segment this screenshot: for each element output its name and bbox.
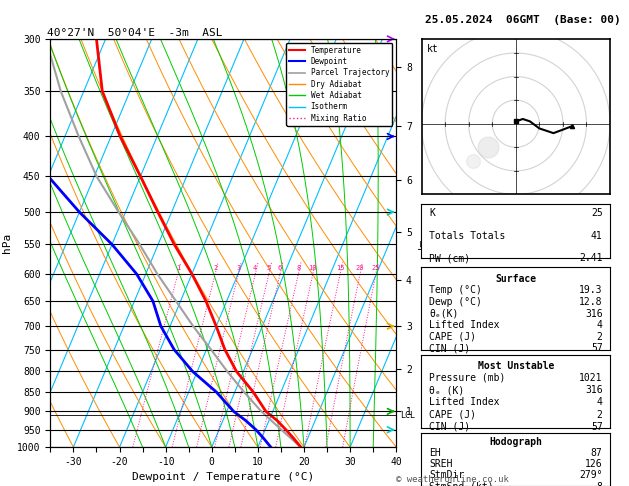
Text: 2: 2 bbox=[597, 332, 603, 342]
Text: 20: 20 bbox=[356, 265, 364, 271]
Text: 316: 316 bbox=[585, 309, 603, 319]
Text: Most Unstable: Most Unstable bbox=[477, 361, 554, 371]
Text: 279°: 279° bbox=[579, 470, 603, 481]
Text: Temp (°C): Temp (°C) bbox=[429, 285, 482, 295]
Text: Dewp (°C): Dewp (°C) bbox=[429, 297, 482, 307]
Text: Lifted Index: Lifted Index bbox=[429, 398, 499, 407]
Text: 57: 57 bbox=[591, 343, 603, 353]
Y-axis label: km
ASL: km ASL bbox=[418, 234, 439, 252]
Text: CAPE (J): CAPE (J) bbox=[429, 332, 476, 342]
Text: 57: 57 bbox=[591, 422, 603, 432]
Text: LCL: LCL bbox=[400, 411, 415, 419]
Text: PW (cm): PW (cm) bbox=[429, 253, 470, 263]
Text: θₑ(K): θₑ(K) bbox=[429, 309, 459, 319]
Text: 87: 87 bbox=[591, 448, 603, 458]
Y-axis label: hPa: hPa bbox=[1, 233, 11, 253]
Text: 15: 15 bbox=[336, 265, 344, 271]
Text: CAPE (J): CAPE (J) bbox=[429, 410, 476, 419]
Text: 2: 2 bbox=[213, 265, 217, 271]
Text: 40°27'N  50°04'E  -3m  ASL: 40°27'N 50°04'E -3m ASL bbox=[47, 28, 223, 38]
Text: EH: EH bbox=[429, 448, 441, 458]
Text: CIN (J): CIN (J) bbox=[429, 422, 470, 432]
Text: 10: 10 bbox=[309, 265, 317, 271]
Text: 19.3: 19.3 bbox=[579, 285, 603, 295]
X-axis label: Dewpoint / Temperature (°C): Dewpoint / Temperature (°C) bbox=[132, 472, 314, 483]
Text: 8: 8 bbox=[296, 265, 301, 271]
Text: 4: 4 bbox=[597, 398, 603, 407]
Text: 4: 4 bbox=[597, 320, 603, 330]
Text: θₑ (K): θₑ (K) bbox=[429, 385, 464, 395]
Text: 8: 8 bbox=[597, 482, 603, 486]
Text: 126: 126 bbox=[585, 459, 603, 469]
Text: Lifted Index: Lifted Index bbox=[429, 320, 499, 330]
Legend: Temperature, Dewpoint, Parcel Trajectory, Dry Adiabat, Wet Adiabat, Isotherm, Mi: Temperature, Dewpoint, Parcel Trajectory… bbox=[286, 43, 392, 125]
Text: K: K bbox=[429, 208, 435, 218]
Text: 4: 4 bbox=[253, 265, 257, 271]
Text: 3: 3 bbox=[236, 265, 240, 271]
Text: 1: 1 bbox=[175, 265, 180, 271]
Text: 6: 6 bbox=[278, 265, 282, 271]
Text: Surface: Surface bbox=[495, 274, 537, 284]
Text: 25.05.2024  06GMT  (Base: 00): 25.05.2024 06GMT (Base: 00) bbox=[425, 15, 620, 25]
Text: 12.8: 12.8 bbox=[579, 297, 603, 307]
Text: 5: 5 bbox=[267, 265, 271, 271]
Text: Totals Totals: Totals Totals bbox=[429, 231, 505, 241]
Text: 2: 2 bbox=[597, 410, 603, 419]
Text: StmSpd (kt): StmSpd (kt) bbox=[429, 482, 494, 486]
Text: Pressure (mb): Pressure (mb) bbox=[429, 373, 505, 383]
Text: kt: kt bbox=[427, 44, 439, 53]
Text: CIN (J): CIN (J) bbox=[429, 343, 470, 353]
Text: SREH: SREH bbox=[429, 459, 452, 469]
Text: 25: 25 bbox=[591, 208, 603, 218]
Text: 2.41: 2.41 bbox=[579, 253, 603, 263]
Text: 1021: 1021 bbox=[579, 373, 603, 383]
Text: 316: 316 bbox=[585, 385, 603, 395]
Text: 41: 41 bbox=[591, 231, 603, 241]
Text: Hodograph: Hodograph bbox=[489, 437, 542, 447]
Text: © weatheronline.co.uk: © weatheronline.co.uk bbox=[396, 474, 509, 484]
Text: 25: 25 bbox=[372, 265, 380, 271]
Text: StmDir: StmDir bbox=[429, 470, 464, 481]
